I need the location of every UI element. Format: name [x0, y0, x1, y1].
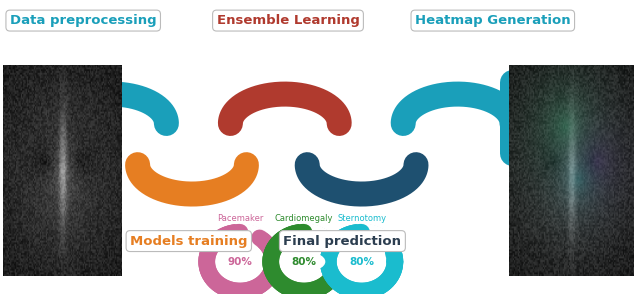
- Polygon shape: [300, 165, 315, 171]
- Polygon shape: [332, 117, 347, 123]
- Polygon shape: [396, 117, 411, 123]
- Text: Data preprocessing: Data preprocessing: [10, 14, 157, 27]
- Text: Ensemble Learning: Ensemble Learning: [216, 14, 360, 27]
- Text: 80%: 80%: [349, 257, 374, 267]
- Polygon shape: [50, 117, 65, 123]
- Text: Pacemaker: Pacemaker: [217, 214, 263, 223]
- Text: Cardiomegaly: Cardiomegaly: [275, 214, 333, 223]
- Text: Final prediction: Final prediction: [284, 235, 401, 248]
- Polygon shape: [504, 152, 520, 159]
- Circle shape: [220, 252, 260, 271]
- Circle shape: [341, 252, 382, 271]
- Text: Heatmap Generation: Heatmap Generation: [415, 14, 571, 27]
- Text: Sternotomy: Sternotomy: [337, 214, 386, 223]
- Circle shape: [284, 252, 324, 271]
- Text: 80%: 80%: [291, 257, 317, 267]
- Text: Models training: Models training: [130, 235, 248, 248]
- Polygon shape: [239, 165, 254, 171]
- Text: 90%: 90%: [228, 257, 252, 267]
